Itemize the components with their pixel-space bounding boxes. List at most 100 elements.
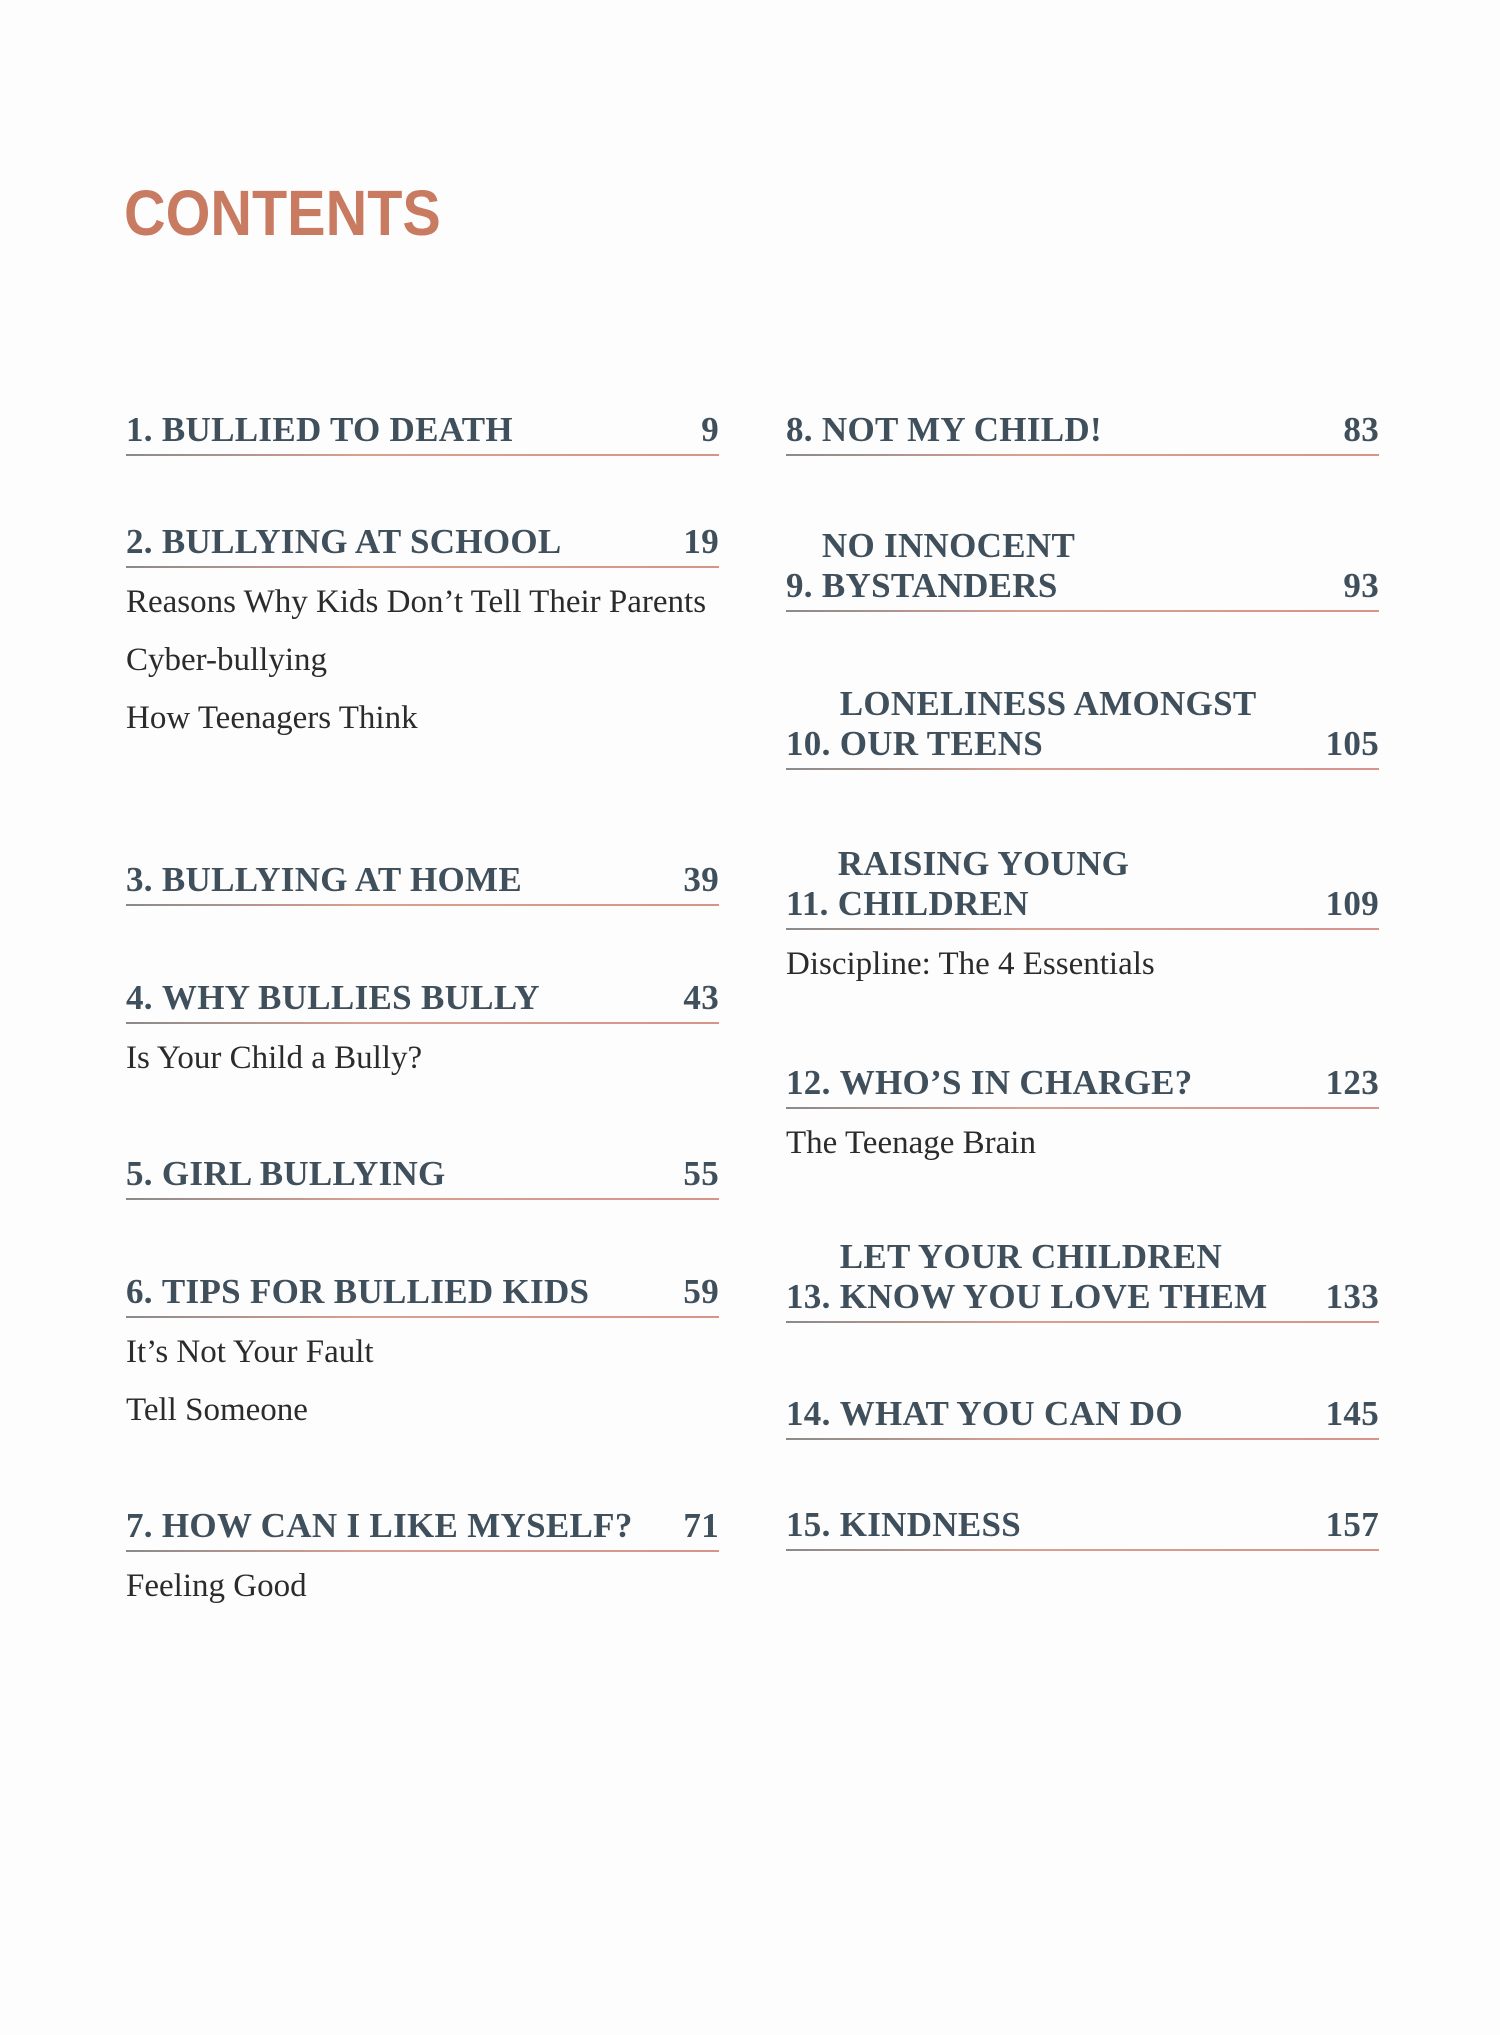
chapter-title: GIRL BULLYING bbox=[162, 1154, 675, 1194]
chapter-number: 8. bbox=[786, 410, 822, 449]
toc-entry: 9. NO INNOCENT BYSTANDERS 93 bbox=[786, 526, 1379, 612]
chapter-heading[interactable]: 15. KINDNESS 157 bbox=[786, 1505, 1379, 1551]
chapter-title: TIPS FOR BULLIED KIDS bbox=[162, 1272, 675, 1312]
chapter-title: RAISING YOUNG CHILDREN bbox=[838, 844, 1318, 924]
subsection-item[interactable]: Reasons Why Kids Don’t Tell Their Parent… bbox=[126, 584, 707, 620]
chapter-title-line: CHILDREN bbox=[837, 884, 1029, 923]
chapter-title-line: GIRL BULLYING bbox=[161, 1154, 446, 1193]
chapter-title-line: BULLYING AT HOME bbox=[161, 860, 522, 899]
chapter-heading[interactable]: 4. WHY BULLIES BULLY 43 bbox=[126, 978, 719, 1024]
chapter-number: 5. bbox=[126, 1154, 162, 1193]
page-number: 71 bbox=[683, 1506, 719, 1545]
toc-entry: 10. LONELINESS AMONGST OUR TEENS 105 bbox=[786, 684, 1379, 770]
page-number: 83 bbox=[1343, 410, 1379, 449]
chapter-heading[interactable]: 2. BULLYING AT SCHOOL 19 bbox=[126, 522, 719, 568]
subsection-list: Is Your Child a Bully? bbox=[126, 1038, 719, 1078]
page-number: 145 bbox=[1325, 1394, 1379, 1433]
chapter-heading[interactable]: 9. NO INNOCENT BYSTANDERS 93 bbox=[786, 526, 1379, 612]
chapter-title: BULLYING AT HOME bbox=[162, 860, 675, 900]
chapter-title-line: BULLYING AT SCHOOL bbox=[161, 522, 562, 561]
chapter-number: 7. bbox=[126, 1506, 162, 1545]
chapter-heading[interactable]: 3. BULLYING AT HOME 39 bbox=[126, 860, 719, 906]
subsection-item[interactable]: Discipline: The 4 Essentials bbox=[786, 946, 1155, 982]
chapter-heading[interactable]: 6. TIPS FOR BULLIED KIDS 59 bbox=[126, 1272, 719, 1318]
toc-entry: 12. WHO’S IN CHARGE? 123 The Teenage Brain bbox=[786, 1063, 1379, 1181]
chapter-heading[interactable]: 14. WHAT YOU CAN DO 145 bbox=[786, 1394, 1379, 1440]
page-number: 43 bbox=[683, 978, 719, 1017]
toc-entry: 1. BULLIED TO DEATH 9 bbox=[126, 410, 719, 456]
chapter-title-line: WHY BULLIES BULLY bbox=[161, 978, 540, 1017]
toc-entry: 6. TIPS FOR BULLIED KIDS 59 It’s Not Your … bbox=[126, 1272, 719, 1448]
subsection-item[interactable]: The Teenage Brain bbox=[786, 1125, 1036, 1161]
chapter-number: 11. bbox=[786, 884, 838, 923]
chapter-title-line: WHAT YOU CAN DO bbox=[839, 1394, 1183, 1433]
chapter-title-line: KNOW YOU LOVE THEM bbox=[839, 1277, 1268, 1316]
chapter-heading[interactable]: 5. GIRL BULLYING 55 bbox=[126, 1154, 719, 1200]
page-number: 109 bbox=[1325, 884, 1379, 923]
subsection-list: Reasons Why Kids Don’t Tell Their Parent… bbox=[126, 582, 719, 738]
page-number: 39 bbox=[683, 860, 719, 899]
chapter-title-line: WHO’S IN CHARGE? bbox=[839, 1063, 1193, 1102]
page-number: 123 bbox=[1325, 1063, 1379, 1102]
chapter-number: 1. bbox=[126, 410, 162, 449]
chapter-number: 4. bbox=[126, 978, 162, 1017]
subsection-list: Discipline: The 4 Essentials bbox=[786, 944, 1379, 984]
chapter-title-line: LET YOUR CHILDREN bbox=[839, 1237, 1223, 1276]
chapter-title-line: NO INNOCENT bbox=[821, 526, 1076, 565]
chapter-title: WHY BULLIES BULLY bbox=[162, 978, 675, 1018]
toc-entry: 7. HOW CAN I LIKE MYSELF? 71 Feeling Good bbox=[126, 1506, 719, 1624]
subsection-item[interactable]: Tell Someone bbox=[126, 1392, 308, 1428]
chapter-heading[interactable]: 10. LONELINESS AMONGST OUR TEENS 105 bbox=[786, 684, 1379, 770]
chapter-heading[interactable]: 11. RAISING YOUNG CHILDREN 109 bbox=[786, 844, 1379, 930]
page-number: 19 bbox=[683, 522, 719, 561]
toc-entry: 15. KINDNESS 157 bbox=[786, 1505, 1379, 1551]
subsection-item[interactable]: Feeling Good bbox=[126, 1568, 307, 1604]
chapter-number: 13. bbox=[786, 1277, 840, 1316]
chapter-number: 6. bbox=[126, 1272, 162, 1311]
chapter-title: LET YOUR CHILDREN KNOW YOU LOVE THEM bbox=[840, 1237, 1318, 1317]
subsection-item[interactable]: Is Your Child a Bully? bbox=[126, 1040, 423, 1076]
chapter-title: WHAT YOU CAN DO bbox=[840, 1394, 1318, 1434]
chapter-title-line: TIPS FOR BULLIED KIDS bbox=[161, 1272, 590, 1311]
chapter-number: 3. bbox=[126, 860, 162, 899]
page-number: 59 bbox=[683, 1272, 719, 1311]
page-number: 55 bbox=[683, 1154, 719, 1193]
chapter-title: NO INNOCENT BYSTANDERS bbox=[822, 526, 1335, 606]
toc-entry: 3. BULLYING AT HOME 39 bbox=[126, 860, 719, 906]
page-number: 105 bbox=[1325, 724, 1379, 763]
chapter-title: WHO’S IN CHARGE? bbox=[840, 1063, 1318, 1103]
subsection-item[interactable]: How Teenagers Think bbox=[126, 700, 418, 736]
subsection-item[interactable]: Cyber-bullying bbox=[126, 642, 327, 678]
chapter-title-line: BYSTANDERS bbox=[821, 566, 1058, 605]
chapter-title-line: BULLIED TO DEATH bbox=[161, 410, 513, 449]
chapter-title-line: RAISING YOUNG bbox=[837, 844, 1130, 883]
chapter-title-line: LONELINESS AMONGST bbox=[839, 684, 1257, 723]
chapter-title: HOW CAN I LIKE MYSELF? bbox=[162, 1506, 675, 1546]
page-title: CONTENTS bbox=[124, 177, 441, 249]
toc-entry: 5. GIRL BULLYING 55 bbox=[126, 1154, 719, 1200]
chapter-heading[interactable]: 12. WHO’S IN CHARGE? 123 bbox=[786, 1063, 1379, 1109]
chapter-title: KINDNESS bbox=[840, 1505, 1318, 1545]
toc-entry: 8. NOT MY CHILD! 83 bbox=[786, 410, 1379, 456]
chapter-number: 2. bbox=[126, 522, 162, 561]
subsection-list: It’s Not Your Fault Tell Someone bbox=[126, 1332, 719, 1430]
chapter-heading[interactable]: 13. LET YOUR CHILDREN KNOW YOU LOVE THEM 1… bbox=[786, 1237, 1379, 1323]
toc-entry: 4. WHY BULLIES BULLY 43 Is Your Child a Bu… bbox=[126, 978, 719, 1096]
page-number: 157 bbox=[1325, 1505, 1379, 1544]
chapter-title: LONELINESS AMONGST OUR TEENS bbox=[840, 684, 1318, 764]
page-number: 133 bbox=[1325, 1277, 1379, 1316]
chapter-number: 9. bbox=[786, 566, 822, 605]
page-number: 9 bbox=[701, 410, 719, 449]
chapter-heading[interactable]: 1. BULLIED TO DEATH 9 bbox=[126, 410, 719, 456]
chapter-number: 14. bbox=[786, 1394, 840, 1433]
page-number: 93 bbox=[1343, 566, 1379, 605]
subsection-list: The Teenage Brain bbox=[786, 1123, 1379, 1163]
chapter-heading[interactable]: 7. HOW CAN I LIKE MYSELF? 71 bbox=[126, 1506, 719, 1552]
toc-entry: 2. BULLYING AT SCHOOL 19 Reasons Why Kids … bbox=[126, 522, 719, 756]
chapter-title: NOT MY CHILD! bbox=[822, 410, 1335, 450]
subsection-item[interactable]: It’s Not Your Fault bbox=[126, 1334, 374, 1370]
chapter-number: 12. bbox=[786, 1063, 840, 1102]
chapter-heading[interactable]: 8. NOT MY CHILD! 83 bbox=[786, 410, 1379, 456]
chapter-number: 10. bbox=[786, 724, 840, 763]
toc-entry: 11. RAISING YOUNG CHILDREN 109 Discipline: … bbox=[786, 844, 1379, 1002]
